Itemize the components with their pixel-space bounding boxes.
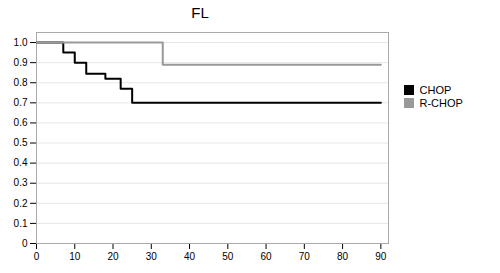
- svg-text:0.9: 0.9: [14, 57, 28, 68]
- svg-text:30: 30: [146, 251, 158, 262]
- svg-text:10: 10: [69, 251, 81, 262]
- svg-text:0.7: 0.7: [14, 97, 28, 108]
- html-text:CHOP: CHOP: [419, 84, 452, 96]
- html-text:R-CHOP: R-CHOP: [419, 97, 463, 109]
- svg-text:1.0: 1.0: [14, 37, 28, 48]
- svg-text:0.4: 0.4: [14, 157, 28, 168]
- svg-text:90: 90: [375, 251, 387, 262]
- svg-text:0.1: 0.1: [14, 218, 28, 229]
- svg-text:0.5: 0.5: [14, 137, 28, 148]
- svg-text:0: 0: [22, 238, 28, 249]
- svg-text:80: 80: [337, 251, 349, 262]
- svg-text:0: 0: [34, 251, 40, 262]
- svg-text:0.8: 0.8: [14, 77, 28, 88]
- svg-text:0.6: 0.6: [14, 117, 28, 128]
- svg-text:0.3: 0.3: [14, 177, 28, 188]
- svg-text:0.2: 0.2: [14, 198, 28, 209]
- html-text:FL: FL: [191, 4, 209, 21]
- svg-text:50: 50: [222, 251, 234, 262]
- svg-text:60: 60: [261, 251, 273, 262]
- svg-text:40: 40: [184, 251, 196, 262]
- svg-text:70: 70: [299, 251, 311, 262]
- svg-text:20: 20: [107, 251, 119, 262]
